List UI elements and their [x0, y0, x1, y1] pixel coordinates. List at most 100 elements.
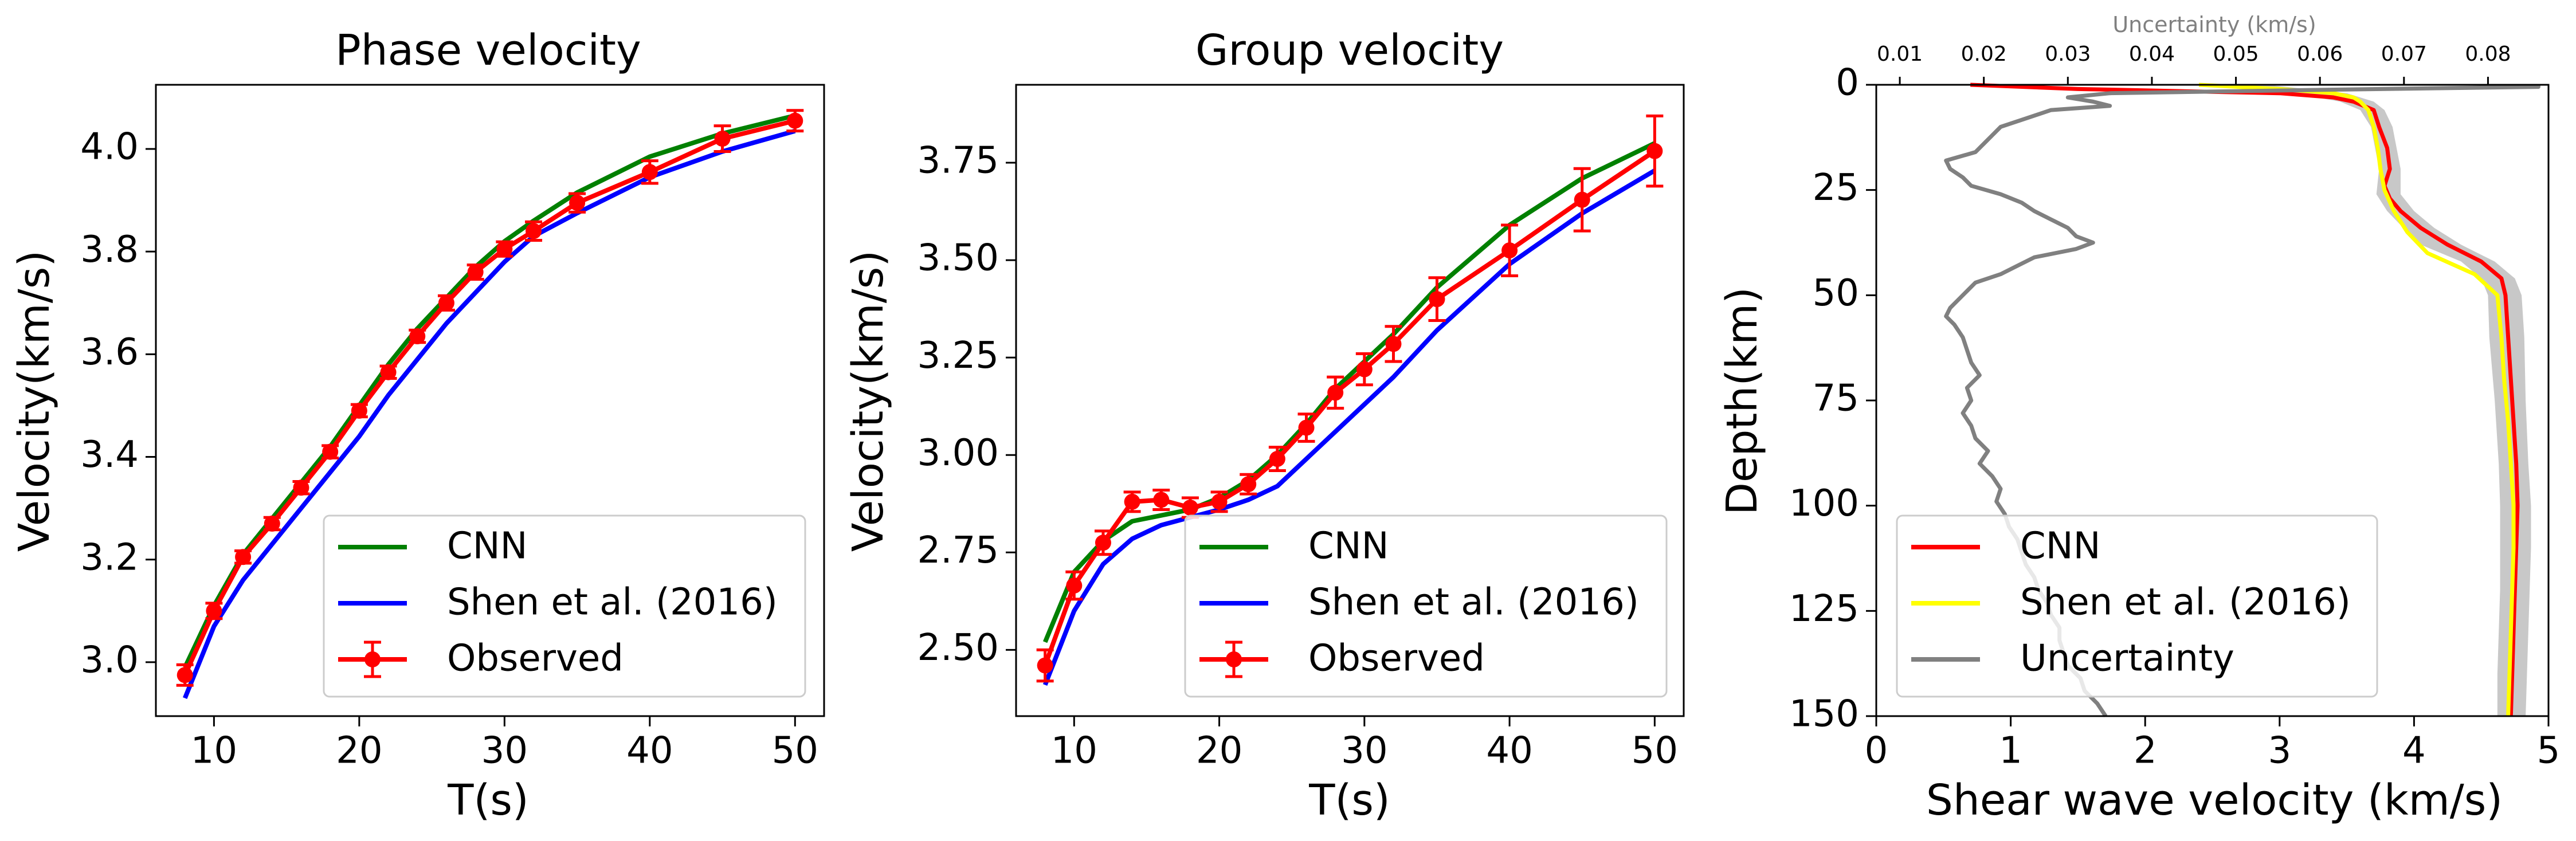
x-tick-label: 30 [1341, 730, 1387, 772]
phase-velocity-panel: Phase velocity T(s) Velocity(km/s) 10 20 3… [10, 26, 825, 825]
observed-point [467, 264, 484, 281]
observed-point [380, 364, 397, 380]
x-tick-label: 50 [1632, 730, 1678, 772]
depth-ylabel: Depth(km) [1718, 287, 1767, 515]
shear-velocity-xlabel: Shear wave velocity (km/s) [1926, 776, 2503, 825]
x-tick-label: 20 [1196, 730, 1242, 772]
y-tick-label: 3.6 [80, 331, 139, 374]
y-tick-label: 3.50 [918, 237, 999, 280]
legend-box [1896, 514, 2378, 698]
observed-point [1037, 657, 1053, 674]
top-tick-label: 0.03 [2045, 42, 2091, 66]
legend-label: Uncertainty [2020, 638, 2234, 680]
series-shen-et-al-2016-line [1042, 168, 1656, 686]
observed-point [1211, 493, 1228, 510]
observed-point [569, 195, 586, 211]
observed-point [351, 402, 367, 419]
top-tick-label: 0.04 [2129, 42, 2175, 66]
series-shen-et-al-2016-line [182, 128, 796, 699]
legend-marker [364, 651, 381, 667]
y-tick-label: 2.75 [918, 529, 999, 572]
observed-point [1124, 493, 1140, 510]
observed-point [264, 516, 280, 532]
observed-point [1182, 500, 1198, 516]
group-velocity-ylabel: Velocity(km/s) [844, 250, 893, 552]
y-tick-label: 3.00 [918, 432, 999, 474]
observed-point [1240, 476, 1257, 493]
legend-label: Shen et al. (2016) [2020, 581, 2351, 624]
y-tick-label: 3.25 [918, 335, 999, 377]
shear-velocity-panel: Shear wave velocity (km/s) Depth(km) Unc… [1718, 12, 2560, 825]
legend-label: Observed [447, 638, 624, 680]
y-tick-label: 0 [1836, 62, 1859, 104]
axes-frame [155, 84, 825, 717]
observed-point [1327, 384, 1344, 401]
legend-label: Shen et al. (2016) [1308, 581, 1639, 624]
x-tick-label: 0 [1865, 730, 1888, 772]
y-tick-label: 25 [1813, 167, 1859, 209]
observed-point [1066, 577, 1083, 594]
top-tick-label: 0.07 [2381, 42, 2427, 66]
y-tick-label: 2.50 [918, 627, 999, 669]
x-tick-label: 50 [772, 730, 818, 772]
top-tick-label: 0.06 [2297, 42, 2343, 66]
x-tick-label: 2 [2134, 730, 2157, 772]
top-tick-label: 0.08 [2465, 42, 2511, 66]
y-tick-label: 3.75 [918, 140, 999, 182]
uncertainty-axis-label: Uncertainty (km/s) [2112, 12, 2316, 37]
x-tick-label: 10 [191, 730, 237, 772]
x-tick-label: 40 [1486, 730, 1532, 772]
x-tick-label: 4 [2402, 730, 2426, 772]
series-shen-et-al-2016-line [2198, 82, 2516, 717]
axes-frame [1015, 84, 1685, 717]
group-velocity-xlabel: T(s) [1308, 776, 1390, 825]
x-tick-label: 10 [1051, 730, 1097, 772]
observed-point [1501, 242, 1518, 259]
observed-point [641, 164, 658, 180]
observed-point [1646, 143, 1663, 159]
observed-point [322, 443, 339, 460]
observed-point [1269, 451, 1285, 467]
observed-point [1574, 191, 1590, 208]
observed-point [714, 131, 731, 147]
observed-point [1153, 492, 1170, 508]
phase-velocity-ylabel: Velocity(km/s) [10, 250, 59, 552]
observed-point [1356, 361, 1373, 378]
observed-point [1095, 535, 1111, 551]
legend-label: Observed [1308, 638, 1485, 680]
y-tick-label: 3.8 [80, 229, 139, 271]
observed-point [496, 241, 513, 257]
legend-label: Shen et al. (2016) [447, 581, 778, 624]
uncertainty-band [2225, 85, 2531, 716]
group-velocity-panel: Group velocity T(s) Velocity(km/s) 10 20 3… [844, 26, 1685, 825]
top-tick-label: 0.02 [1961, 42, 2007, 66]
group-velocity-title: Group velocity [1195, 26, 1504, 75]
legend-marker [1226, 651, 1242, 667]
y-tick-label: 50 [1813, 272, 1859, 315]
x-tick-label: 20 [336, 730, 382, 772]
y-tick-label: 100 [1789, 482, 1859, 525]
legend-label: CNN [1308, 525, 1389, 568]
legend-label: CNN [2020, 525, 2100, 568]
observed-point [206, 603, 222, 619]
observed-point [438, 294, 454, 311]
observed-point [409, 328, 426, 345]
phase-velocity-title: Phase velocity [335, 26, 641, 75]
observed-point [177, 667, 193, 683]
y-tick-label: 3.4 [80, 434, 139, 476]
phase-velocity-xlabel: T(s) [447, 776, 529, 825]
y-tick-label: 3.2 [80, 536, 139, 579]
observed-point [1429, 291, 1445, 308]
y-tick-label: 125 [1789, 588, 1859, 630]
observed-point [526, 223, 542, 239]
y-tick-label: 4.0 [80, 126, 139, 168]
y-tick-label: 150 [1789, 693, 1859, 736]
y-tick-label: 3.0 [80, 639, 139, 682]
legend-label: CNN [447, 525, 527, 568]
top-tick-label: 0.05 [2213, 42, 2259, 66]
x-tick-label: 40 [626, 730, 673, 772]
observed-point [1298, 419, 1315, 436]
legend-box [323, 514, 806, 698]
top-tick-label: 0.01 [1877, 42, 1923, 66]
